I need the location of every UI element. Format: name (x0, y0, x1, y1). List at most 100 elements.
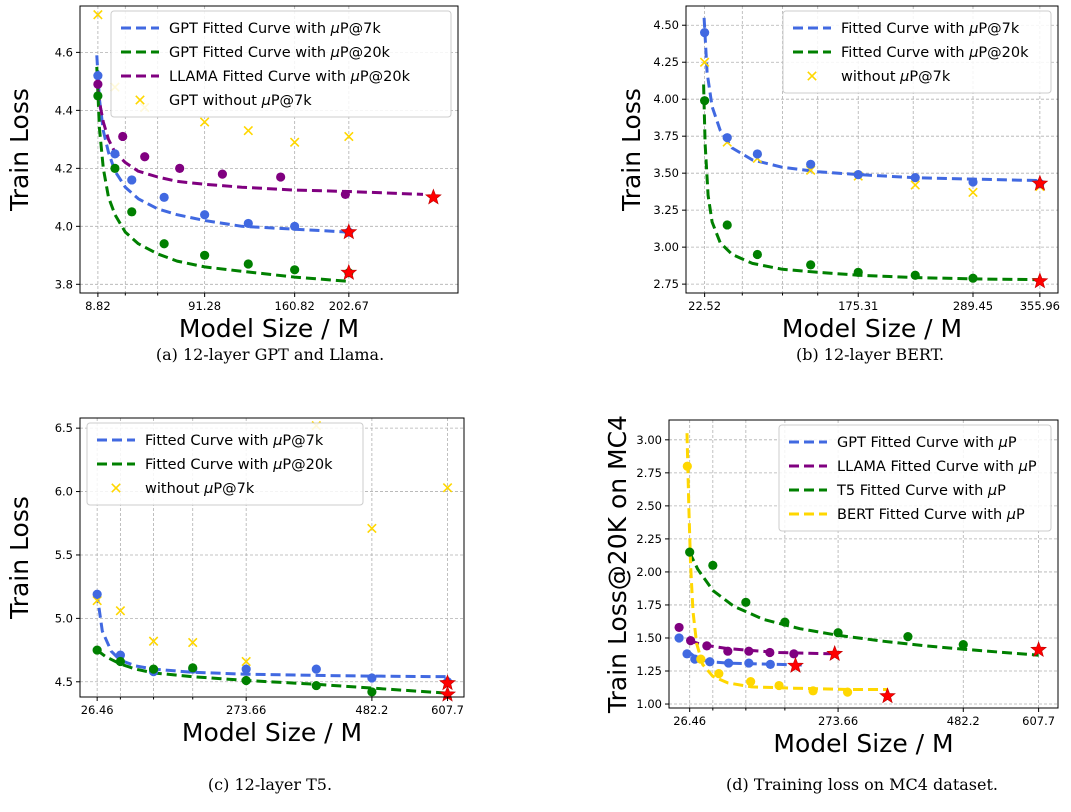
star-marker (1031, 272, 1049, 289)
data-point (765, 647, 775, 658)
data-point (744, 658, 754, 668)
legend-box (86, 422, 364, 506)
legend-label: GPT Fitted Curve with μP (837, 435, 1017, 451)
data-point (780, 617, 790, 627)
data-point (243, 259, 253, 269)
legend-label: LLAMA Fitted Curve with μP (837, 459, 1037, 475)
data-point (741, 597, 751, 607)
data-point (842, 687, 853, 697)
legend-box (778, 424, 1052, 532)
y-tick-label: 6.5 (55, 421, 73, 435)
y-axis-label: Train Loss (5, 496, 34, 620)
legend-marker-swatch (111, 483, 121, 493)
y-tick-label: 4.50 (653, 18, 679, 32)
panel-caption: (d) Training loss on MC4 dataset. (726, 775, 998, 794)
legend-label: Fitted Curve with μP@7k (145, 433, 324, 449)
y-tick-label: 4.6 (55, 45, 73, 59)
data-point (311, 664, 321, 674)
legend: GPT Fitted Curve with μP@7k GPT Fitted Cu… (110, 10, 452, 118)
x-tick-label: 289.45 (953, 299, 993, 313)
x-tick-label: 160.82 (275, 299, 315, 313)
panel-caption: (a) 12-layer GPT and Llama. (156, 345, 384, 364)
star-marker (340, 223, 358, 240)
fitted-curve (95, 66, 349, 283)
data-point (93, 91, 103, 101)
data-point (833, 628, 843, 638)
x-tick-label: 607.7 (431, 703, 464, 717)
y-tick-label: 3.00 (653, 240, 679, 254)
data-point (93, 79, 103, 89)
data-point (958, 639, 968, 650)
data-point (217, 169, 227, 179)
data-point (127, 175, 137, 185)
x-tick-label: 26.46 (81, 703, 114, 717)
x-marker (243, 125, 254, 136)
data-point (705, 657, 715, 667)
y-tick-label: 1.00 (636, 697, 662, 711)
data-point (722, 220, 732, 230)
data-point (853, 170, 863, 180)
data-point (110, 149, 120, 159)
legend-label: Fitted Curve with μP@20k (145, 457, 333, 473)
data-point (702, 641, 712, 651)
data-point (92, 645, 102, 655)
data-point (682, 461, 692, 471)
legend-label: GPT Fitted Curve with μP@7k (169, 21, 381, 37)
data-point (903, 632, 913, 642)
axes-frame (685, 5, 1059, 294)
legend-label: without μP@7k (145, 481, 255, 497)
y-tick-label: 1.25 (636, 664, 662, 678)
y-axis-label: Train Loss (617, 88, 646, 212)
star-marker (879, 687, 896, 704)
y-tick-label: 4.2 (55, 161, 73, 175)
data-point (714, 669, 724, 679)
y-tick-label: 6.0 (55, 485, 73, 499)
data-point (367, 687, 377, 697)
data-point (243, 218, 253, 229)
data-point (696, 654, 706, 664)
axes-frame (79, 417, 465, 698)
panel-b: 22.52 175.31 289.45 355.96 2.75 3.00 3.25 3.50 3… (617, 5, 1060, 364)
y-tick-label: 2.25 (636, 532, 662, 546)
y-tick-label: 3.00 (636, 433, 662, 447)
fitted-curve (688, 639, 835, 656)
y-tick-label: 4.5 (55, 675, 73, 689)
x-tick-label: 273.66 (226, 703, 266, 717)
star-marker (787, 656, 804, 673)
data-point (276, 172, 286, 182)
y-tick-label: 4.25 (653, 55, 679, 69)
x-marker (699, 57, 710, 67)
data-point (806, 260, 816, 270)
data-point (708, 560, 718, 570)
x-tick-label: 202.67 (329, 299, 369, 313)
star-marker (1031, 174, 1049, 191)
y-tick-label: 1.50 (636, 631, 662, 645)
data-point (674, 622, 684, 633)
y-tick-label: 2.00 (636, 565, 662, 579)
axes-frame (79, 5, 459, 294)
x-marker (442, 482, 453, 493)
data-point (188, 663, 198, 673)
data-point (968, 177, 978, 187)
data-point (200, 210, 210, 220)
data-point (765, 659, 775, 670)
x-axis-label: Model Size / M (179, 314, 359, 343)
data-point (808, 686, 818, 696)
data-point (744, 646, 754, 656)
panel-a: 8.82 91.28 160.82 202.67 3.8 4.0 4.2 4.4 4.6 Mode… (5, 5, 459, 364)
y-tick-label: 5.5 (55, 548, 73, 562)
data-point (746, 676, 756, 687)
legend-label: LLAMA Fitted Curve with μP@20k (169, 69, 411, 85)
data-point (148, 664, 159, 674)
data-point (200, 250, 210, 260)
data-point (241, 675, 251, 686)
y-tick-label: 3.75 (653, 129, 679, 143)
fitted-curve (95, 648, 448, 695)
data-point (92, 589, 102, 599)
y-tick-label: 2.50 (636, 499, 662, 513)
data-point (159, 239, 169, 249)
data-point (752, 249, 762, 260)
legend-marker-swatch (135, 95, 145, 105)
x-tick-label: 8.82 (85, 299, 111, 313)
x-tick-label: 91.28 (188, 299, 221, 313)
